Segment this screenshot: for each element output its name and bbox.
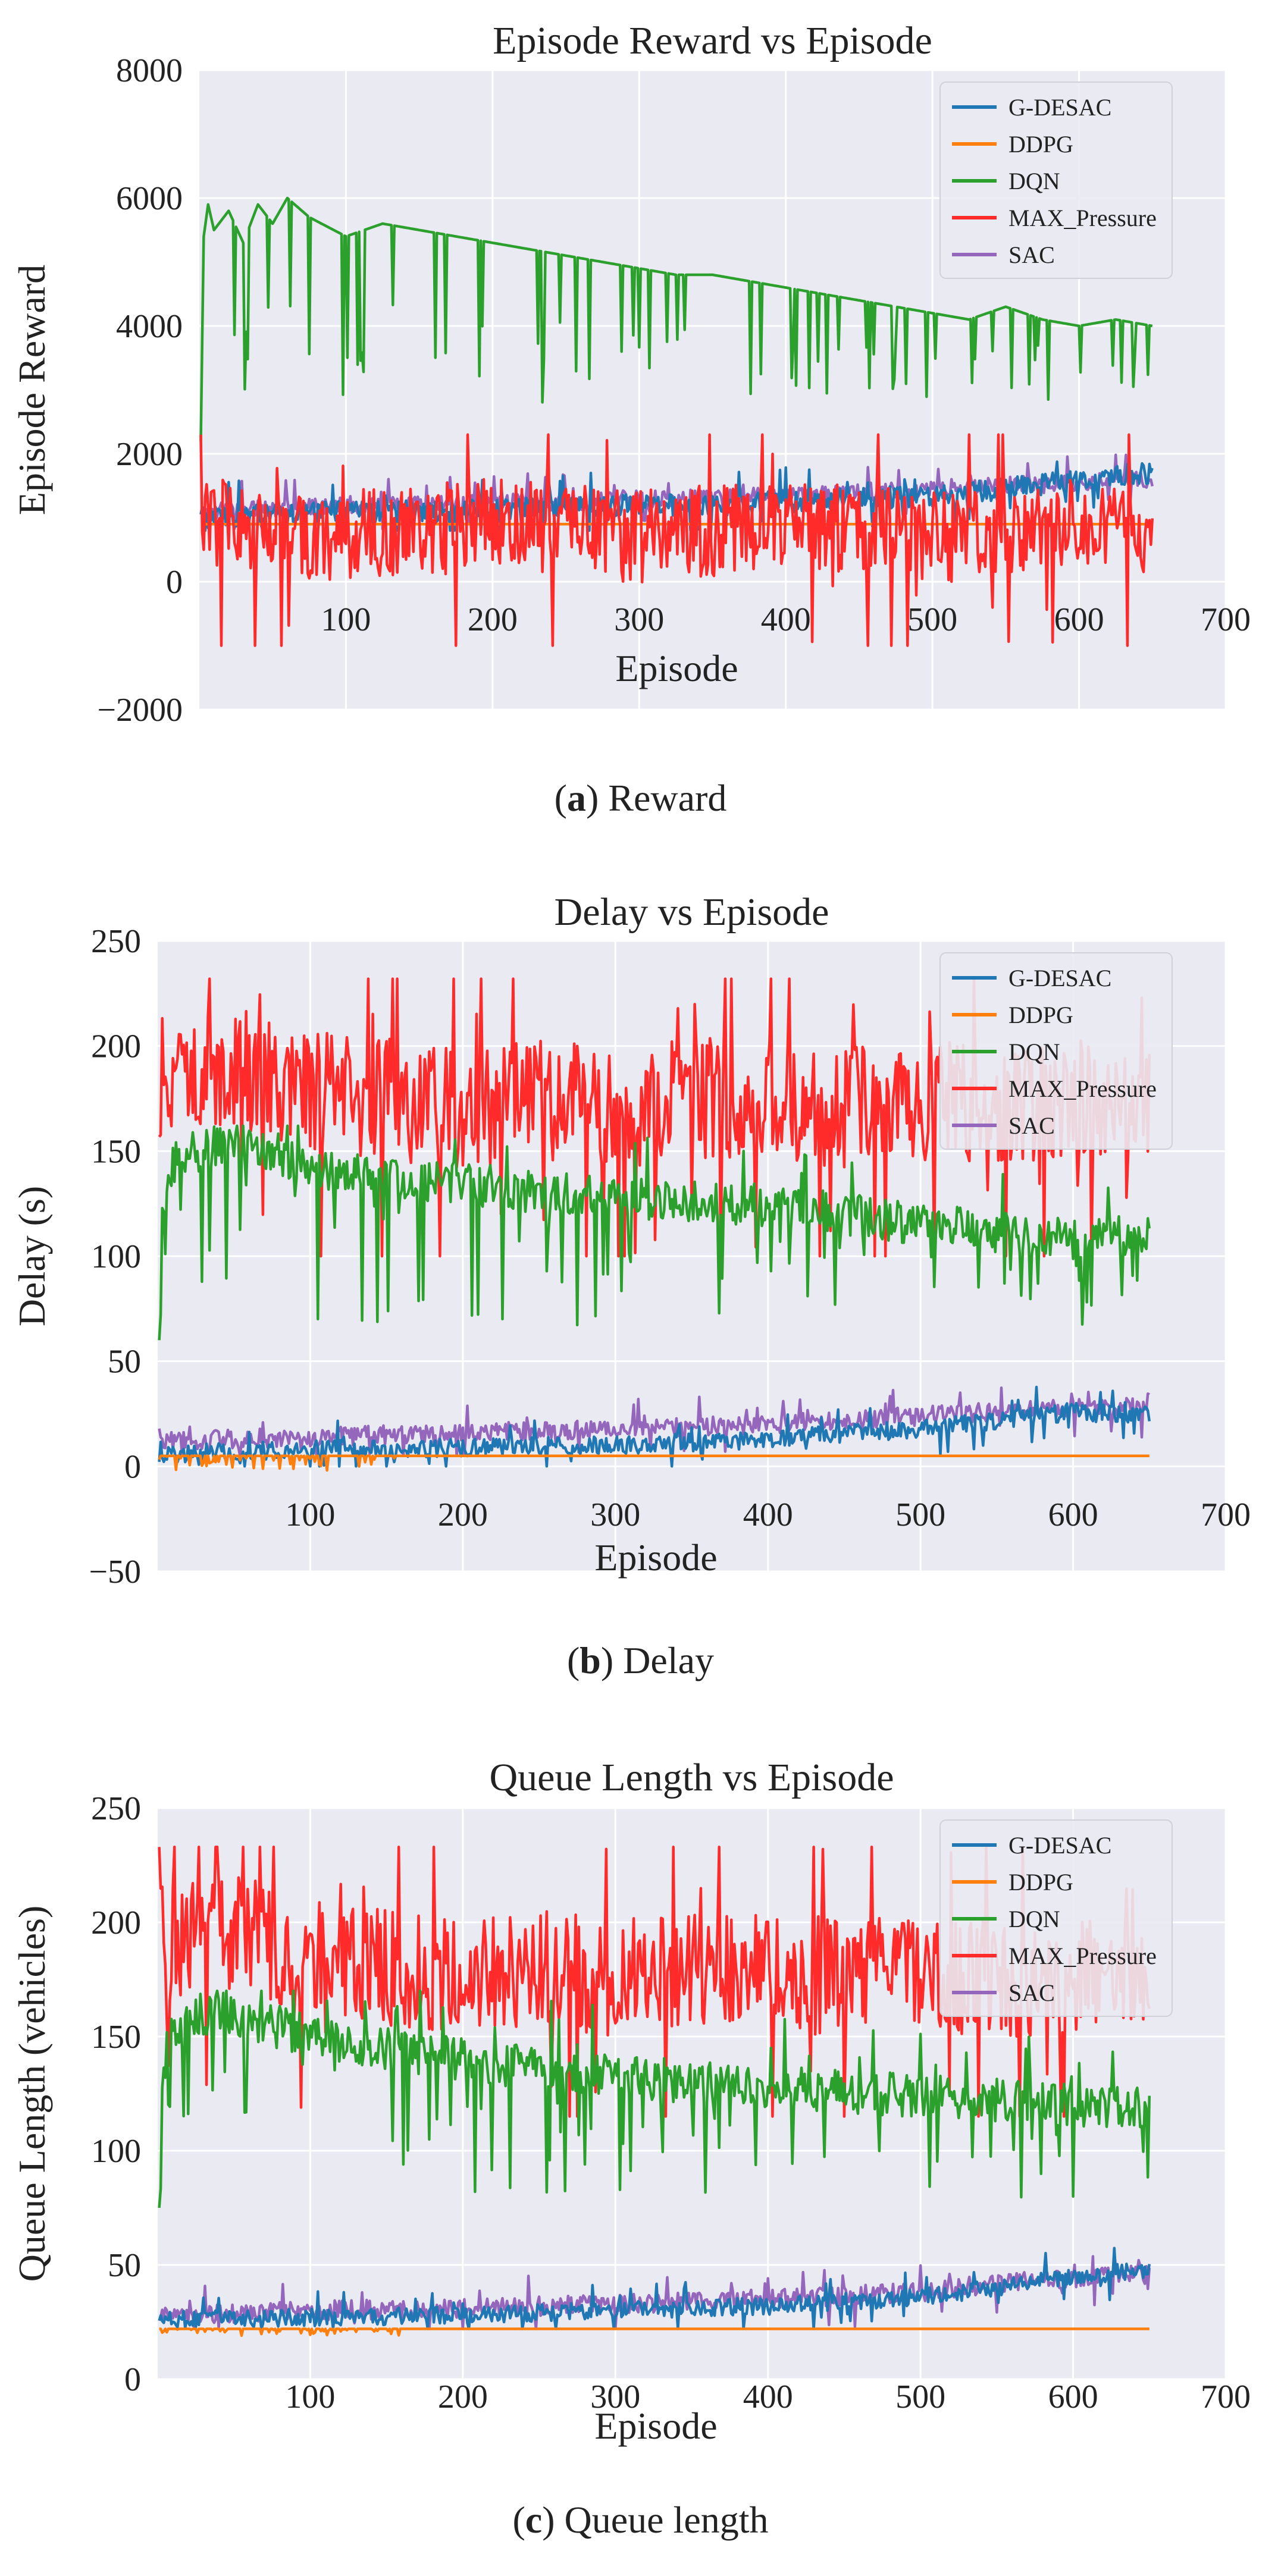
legend: G-DESAC DDPG DQN MAX_Pressure SAC [939,952,1173,1150]
x-tick-label: 100 [321,601,371,638]
x-tick-label: 300 [590,2379,640,2415]
y-tick-label: −2000 [97,692,183,729]
y-tick-label: 150 [91,2019,141,2056]
chart-title: Queue Length vs Episode [489,1756,894,1799]
x-tick-label: 300 [590,1496,640,1533]
y-tick-label: 6000 [116,180,183,217]
y-tick-label: 50 [108,2247,141,2284]
legend-box [939,1819,1173,2017]
legend-label: G-DESAC [1008,94,1111,121]
caption-b: (b) Delay [566,1639,715,1681]
y-tick-label: 50 [108,1344,141,1380]
y-tick-label: −50 [89,1554,141,1590]
series-line-ddpg [159,2327,1150,2337]
series-line-dqn [158,1989,1151,2208]
legend-label: DDPG [1008,1869,1073,1896]
y-tick-label: 200 [91,1028,141,1065]
x-tick-label: 700 [1201,601,1251,638]
x-tick-label: 500 [895,2379,945,2415]
legend-label: G-DESAC [1008,1832,1111,1859]
legend-label: DDPG [1008,1002,1073,1028]
y-tick-label: 2000 [116,436,183,473]
x-tick-label: 500 [907,601,957,638]
x-tick-label: 100 [285,2379,335,2415]
y-axis-label: Delay (s) [11,1186,53,1326]
y-tick-label: 0 [124,2361,141,2398]
y-tick-label: 0 [166,564,183,601]
legend-label: DQN [1008,1038,1060,1065]
series-line-dqn [158,1124,1151,1341]
x-tick-label: 300 [614,601,664,638]
legend: G-DESAC DDPG DQN MAX_Pressure SAC [939,81,1173,279]
y-tick-label: 150 [91,1133,141,1170]
x-axis-label: Episode [594,2405,717,2447]
legend-label: DQN [1008,168,1060,194]
legend-label: MAX_Pressure [1008,1075,1157,1102]
legend-label: MAX_Pressure [1008,205,1157,231]
x-tick-label: 400 [743,1496,793,1533]
y-tick-label: 8000 [116,52,183,89]
chart-2: −50 0 50 100 150 200 250 100 200 300 400 500 600 700 D… [11,890,1251,1590]
x-tick-label: 100 [285,1496,335,1533]
legend-label: SAC [1008,1979,1055,2006]
chart-1: −2000 0 2000 4000 6000 8000 100 200 300 400 500 600… [11,19,1251,729]
legend-label: G-DESAC [1008,965,1111,992]
chart-title: Episode Reward vs Episode [493,19,932,62]
y-axis-label: Episode Reward [11,265,53,515]
y-tick-label: 100 [91,2133,141,2170]
y-tick-label: 200 [91,1904,141,1941]
series-line-max-pressure [199,433,1154,647]
x-tick-label: 600 [1054,601,1104,638]
legend-label: SAC [1008,241,1055,268]
legend-label: DQN [1008,1906,1060,1932]
x-tick-label: 400 [743,2379,793,2415]
x-axis-label: Episode [594,1536,717,1579]
legend-box [939,952,1173,1150]
y-tick-label: 250 [91,923,141,960]
caption-a: (a) Reward [554,777,727,819]
x-tick-label: 200 [468,601,518,638]
series-line-dqn [199,196,1153,441]
series-line-g-desac [158,2246,1151,2330]
chart-3: 0 50 100 150 200 250 100 200 300 400 500 600 700 Queu… [11,1756,1251,2447]
y-tick-label: 250 [91,1790,141,1827]
x-tick-label: 700 [1201,1496,1251,1533]
caption-c: (c) Queue length [512,2499,769,2541]
y-tick-label: 100 [91,1238,141,1275]
y-tick-label: 4000 [116,308,183,345]
series-line-sac [158,2252,1151,2330]
series-line-g-desac [158,1385,1151,1468]
x-tick-label: 200 [438,2379,488,2415]
legend-label: DDPG [1008,131,1073,158]
series-line-sac [158,1386,1150,1457]
legend-box [939,81,1173,279]
legend-label: SAC [1008,1112,1055,1139]
x-tick-label: 600 [1048,1496,1098,1533]
x-tick-label: 400 [761,601,811,638]
x-tick-label: 700 [1201,2379,1251,2415]
y-axis-label: Queue Length (vehicles) [11,1906,53,2282]
x-axis-label: Episode [615,647,738,689]
x-tick-label: 500 [895,1496,945,1533]
y-tick-label: 0 [124,1448,141,1485]
chart-title: Delay vs Episode [555,890,829,934]
x-tick-label: 200 [438,1496,488,1533]
legend-label: MAX_Pressure [1008,1943,1157,1969]
x-tick-label: 600 [1048,2379,1098,2415]
series-line-ddpg [158,1454,1150,1472]
legend: G-DESAC DDPG DQN MAX_Pressure SAC [939,1819,1173,2017]
